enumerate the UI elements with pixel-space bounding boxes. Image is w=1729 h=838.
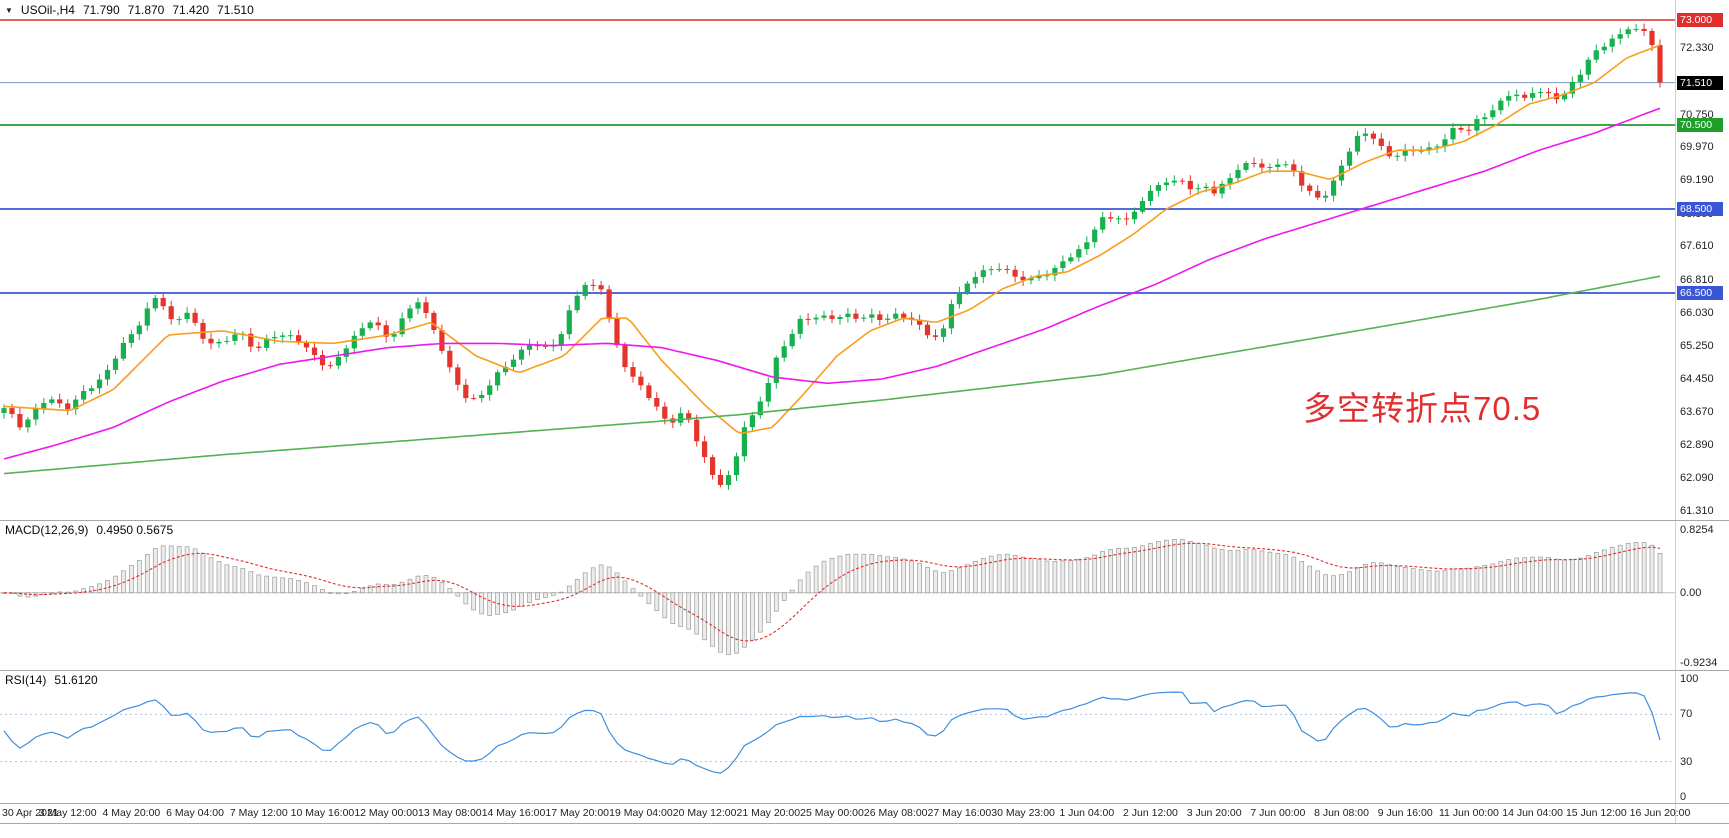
- time-axis-label: 3 May 12:00: [38, 807, 97, 819]
- time-axis-label: 25 May 00:00: [800, 807, 864, 819]
- time-axis-label: 7 May 12:00: [229, 807, 288, 819]
- price-tick-label: 62.090: [1680, 472, 1714, 485]
- time-axis-label: 30 May 23:00: [991, 807, 1055, 819]
- price-tick-label: 65.250: [1680, 339, 1714, 352]
- time-axis-label: 16 Jun 20:00: [1629, 807, 1691, 819]
- time-axis-label: 27 May 16:00: [927, 807, 992, 819]
- macd-header: MACD(12,26,9) 0.4950 0.5675: [5, 523, 173, 537]
- rsi-header: RSI(14) 51.6120: [5, 673, 98, 687]
- price-level-badge: 73.000: [1677, 13, 1723, 27]
- price-tick-label: 72.330: [1680, 42, 1714, 55]
- time-axis-label: 2 Jun 12:00: [1123, 807, 1178, 819]
- time-axis-label: 20 May 12:00: [672, 807, 737, 819]
- macd-name-label: MACD(12,26,9): [5, 523, 89, 537]
- macd-scale-zero: 0.00: [1680, 587, 1702, 599]
- ma-fast-line: [3, 44, 1661, 435]
- time-axis-label: 8 Jun 08:00: [1314, 807, 1369, 819]
- price-tick-label: 66.810: [1680, 273, 1714, 286]
- rsi-scale-0: 0: [1680, 791, 1687, 803]
- chart-ohlc-header: ▼ USOil-,H4 71.790 71.870 71.420 71.510: [5, 3, 254, 17]
- current-price-badge: 71.510: [1677, 75, 1723, 90]
- time-axis-label: 6 May 04:00: [166, 807, 224, 819]
- price-tick-label: 63.670: [1680, 405, 1714, 418]
- time-axis-label: 14 May 16:00: [481, 807, 546, 819]
- price-tick-label: 64.450: [1680, 373, 1714, 386]
- macd-scale-max: 0.8254: [1680, 524, 1714, 536]
- price-tick-label: 69.970: [1680, 141, 1714, 154]
- rsi-name-label: RSI(14): [5, 673, 47, 687]
- time-axis-label: 4 May 20:00: [102, 807, 161, 819]
- ohlc-high: 71.870: [127, 3, 165, 17]
- symbol-timeframe: USOil-,H4: [20, 3, 75, 17]
- ma-slow-line: [3, 275, 1661, 475]
- time-axis-label: 12 May 00:00: [354, 807, 418, 819]
- macd-signal-line: [3, 542, 1661, 642]
- time-axis-label: 19 May 04:00: [609, 807, 673, 819]
- price-level-badge: 70.500: [1677, 118, 1723, 132]
- rsi-line: [3, 691, 1661, 774]
- annotation-text: 多空转折点70.5: [1303, 390, 1542, 427]
- time-axis-label: 1 Jun 04:00: [1059, 807, 1115, 819]
- price-level-badge: 68.500: [1677, 202, 1723, 216]
- rsi-scale-100: 100: [1680, 673, 1699, 685]
- ohlc-close: 71.510: [217, 3, 254, 17]
- price-tick-label: 62.890: [1680, 438, 1714, 451]
- time-axis-label: 17 May 20:00: [545, 807, 610, 819]
- ohlc-low: 71.420: [172, 3, 210, 17]
- price-tick-label: 67.610: [1680, 240, 1714, 253]
- time-axis-label: 11 Jun 00:00: [1438, 807, 1499, 819]
- ohlc-open: 71.790: [82, 3, 120, 17]
- time-axis-label: 21 May 20:00: [736, 807, 801, 819]
- time-axis-label: 26 May 08:00: [863, 807, 928, 819]
- rsi-scale-30: 30: [1680, 756, 1693, 768]
- symbol-marker-icon[interactable]: ▼: [5, 6, 13, 15]
- rsi-scale-70: 70: [1680, 708, 1693, 720]
- price-tick-label: 70.750: [1680, 108, 1714, 121]
- price-level-badge: 66.500: [1677, 286, 1723, 300]
- time-axis-label: 3 Jun 20:00: [1186, 807, 1242, 819]
- price-tick-label: 69.190: [1680, 174, 1714, 187]
- time-axis-label: 30 Apr 2021: [2, 807, 59, 819]
- time-axis-label: 7 Jun 00:00: [1250, 807, 1306, 819]
- macd-scale-min: -0.9234: [1680, 657, 1718, 669]
- time-axis-label: 13 May 08:00: [418, 807, 482, 819]
- price-tick-label: 61.310: [1680, 504, 1714, 517]
- time-axis-label: 15 Jun 12:00: [1565, 807, 1627, 819]
- time-axis-label: 14 Jun 04:00: [1502, 807, 1563, 819]
- macd-values-label: 0.4950 0.5675: [96, 523, 174, 537]
- rsi-value-label: 51.6120: [54, 673, 98, 687]
- ma-medium-line: [3, 107, 1661, 460]
- macd-histogram: [1, 539, 1663, 656]
- price-tick-label: 66.030: [1680, 306, 1714, 319]
- time-axis-label: 9 Jun 16:00: [1377, 807, 1433, 819]
- time-axis-label: 10 May 16:00: [290, 807, 355, 819]
